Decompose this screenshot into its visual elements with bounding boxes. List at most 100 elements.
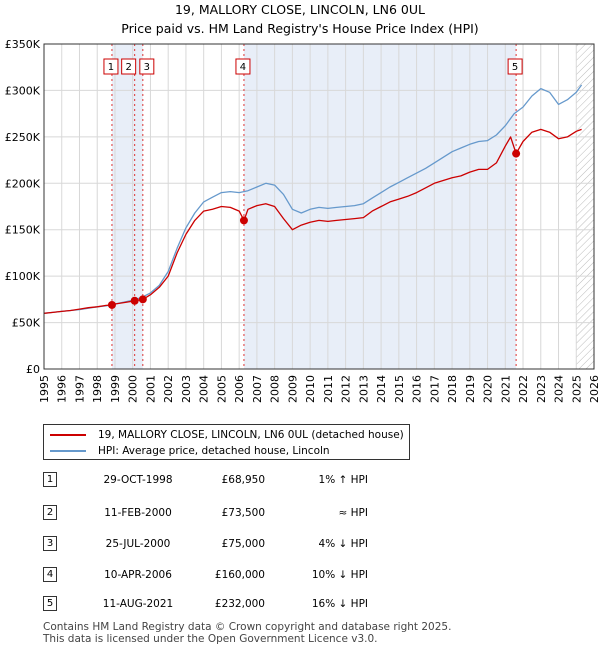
chart-title-text: 19, MALLORY CLOSE, LINCOLN, LN6 0UL bbox=[174, 2, 425, 17]
sale-marker-label: 4 bbox=[235, 58, 251, 75]
price-chart: 1995 1996 1997 1998 1999 2000 2001 2002 2003 2004… bbox=[5, 38, 600, 403]
y-tick-label: £250K bbox=[5, 131, 41, 144]
x-tick-label: 1998 bbox=[91, 375, 104, 403]
sale-point bbox=[138, 295, 147, 304]
x-tick-label: 2012 bbox=[340, 375, 353, 403]
forecast-hatch bbox=[576, 44, 594, 369]
y-tick-label: £350K bbox=[5, 38, 41, 51]
x-tick-label: 2023 bbox=[535, 375, 548, 403]
sale-hpi: ≈ HPI bbox=[338, 507, 368, 519]
footer-licence: This data is licensed under the Open Gov… bbox=[43, 633, 378, 645]
chart-title: 19, MALLORY CLOSE, LINCOLN, LN6 0UL Pric… bbox=[0, 0, 600, 38]
sale-date: 25-JUL-2000 bbox=[105, 538, 171, 550]
sale-point bbox=[512, 149, 521, 158]
x-tick-label: 2016 bbox=[411, 375, 424, 403]
shaded-range bbox=[111, 44, 143, 369]
x-tick-label: 1997 bbox=[73, 375, 86, 403]
x-tick-label: 2004 bbox=[198, 375, 211, 403]
x-tick-label: 1996 bbox=[56, 375, 69, 403]
property-line-swatch bbox=[50, 434, 86, 436]
y-tick-label: £50K bbox=[12, 317, 41, 330]
sale-marker-number: 4 bbox=[240, 62, 246, 73]
table-row: 3 25-JUL-2000 £75,000 4% ↓ HPI bbox=[43, 534, 403, 554]
sale-hpi: 1% ↑ HPI bbox=[318, 474, 368, 486]
sale-marker-box bbox=[139, 58, 155, 75]
sale-marker-number: 3 bbox=[144, 62, 150, 73]
shaded-ranges bbox=[111, 44, 594, 369]
x-tick-label: 2006 bbox=[233, 375, 246, 403]
x-tick-label: 1999 bbox=[109, 375, 122, 403]
sale-hpi: 4% ↓ HPI bbox=[318, 538, 368, 550]
x-tick-label: 2021 bbox=[499, 375, 512, 403]
x-tick-label: 2014 bbox=[375, 375, 388, 403]
hpi-line-swatch bbox=[50, 450, 86, 452]
sale-price: £73,500 bbox=[221, 507, 265, 519]
x-tick-label: 2005 bbox=[215, 375, 228, 403]
sale-marker-number: 1 bbox=[108, 62, 114, 73]
sale-marker: 1 bbox=[43, 472, 57, 487]
x-tick-label: 2015 bbox=[393, 375, 406, 403]
sale-price: £75,000 bbox=[221, 538, 265, 550]
sale-marker-number: 5 bbox=[512, 62, 518, 73]
sale-marker: 3 bbox=[43, 536, 57, 551]
sale-marker-label: 2 bbox=[121, 58, 137, 75]
sale-hpi: 10% ↓ HPI bbox=[311, 569, 368, 581]
sale-price: £232,000 bbox=[214, 598, 265, 610]
sale-marker-label: 3 bbox=[139, 58, 155, 75]
x-tick-label: 2022 bbox=[517, 375, 530, 403]
table-row: 5 11-AUG-2021 £232,000 16% ↓ HPI bbox=[43, 594, 403, 614]
tick-labels: 1995 1996 1997 1998 1999 2000 2001 2002 2003 2004… bbox=[5, 38, 600, 403]
x-tick-label: 2020 bbox=[482, 375, 495, 403]
legend-label-hpi: HPI: Average price, detached house, Linc… bbox=[98, 445, 330, 457]
sale-price: £160,000 bbox=[214, 569, 265, 581]
x-tick-label: 2019 bbox=[464, 375, 477, 403]
legend: 19, MALLORY CLOSE, LINCOLN, LN6 0UL (det… bbox=[43, 424, 410, 460]
x-tick-label: 2018 bbox=[446, 375, 459, 403]
sale-marker: 4 bbox=[43, 567, 57, 582]
sale-marker-label: 1 bbox=[103, 58, 119, 75]
sale-point bbox=[239, 216, 248, 225]
sale-hpi: 16% ↓ HPI bbox=[311, 598, 368, 610]
footer: Contains HM Land Registry data © Crown c… bbox=[43, 621, 451, 645]
sale-points bbox=[107, 149, 521, 309]
sale-marker-box bbox=[121, 58, 137, 75]
y-tick-label: £150K bbox=[5, 224, 41, 237]
x-tick-label: 2007 bbox=[251, 375, 264, 403]
y-tick-label: £0 bbox=[26, 363, 40, 376]
sale-marker: 2 bbox=[43, 505, 57, 520]
sale-marker-label: 5 bbox=[507, 58, 523, 75]
sale-marker: 5 bbox=[43, 596, 57, 611]
x-tick-label: 1995 bbox=[38, 375, 51, 403]
x-tick-label: 2011 bbox=[322, 375, 335, 403]
sale-date: 11-FEB-2000 bbox=[104, 507, 172, 519]
grid bbox=[43, 43, 595, 370]
table-row: 1 29-OCT-1998 £68,950 1% ↑ HPI bbox=[43, 470, 403, 490]
x-tick-label: 2009 bbox=[286, 375, 299, 403]
x-tick-label: 2003 bbox=[180, 375, 193, 403]
legend-label-property: 19, MALLORY CLOSE, LINCOLN, LN6 0UL (det… bbox=[98, 429, 404, 441]
plot-frame bbox=[43, 43, 595, 370]
x-tick-label: 2000 bbox=[127, 375, 140, 403]
x-tick-label: 2025 bbox=[570, 375, 583, 403]
table-row: 2 11-FEB-2000 £73,500 ≈ HPI bbox=[43, 503, 403, 523]
sale-date: 11-AUG-2021 bbox=[102, 598, 174, 610]
sale-marker-box bbox=[507, 58, 523, 75]
x-tick-label: 2010 bbox=[304, 375, 317, 403]
sale-date: 29-OCT-1998 bbox=[103, 474, 173, 486]
table-row: 4 10-APR-2006 £160,000 10% ↓ HPI bbox=[43, 565, 403, 585]
sale-marker-box bbox=[103, 58, 119, 75]
x-tick-label: 2026 bbox=[588, 375, 600, 403]
sale-marker-number: 2 bbox=[125, 62, 131, 73]
x-tick-label: 2024 bbox=[553, 375, 566, 403]
x-tick-label: 2001 bbox=[144, 375, 157, 403]
y-tick-label: £100K bbox=[5, 270, 41, 283]
x-tick-label: 2013 bbox=[357, 375, 370, 403]
x-tick-label: 2017 bbox=[428, 375, 441, 403]
sale-lines bbox=[111, 44, 517, 369]
y-tick-label: £200K bbox=[5, 177, 41, 190]
x-tick-label: 2002 bbox=[162, 375, 175, 403]
chart-subtitle: Price paid vs. HM Land Registry's House … bbox=[121, 21, 479, 36]
sale-date: 10-APR-2006 bbox=[104, 569, 172, 581]
sale-point bbox=[130, 296, 139, 305]
